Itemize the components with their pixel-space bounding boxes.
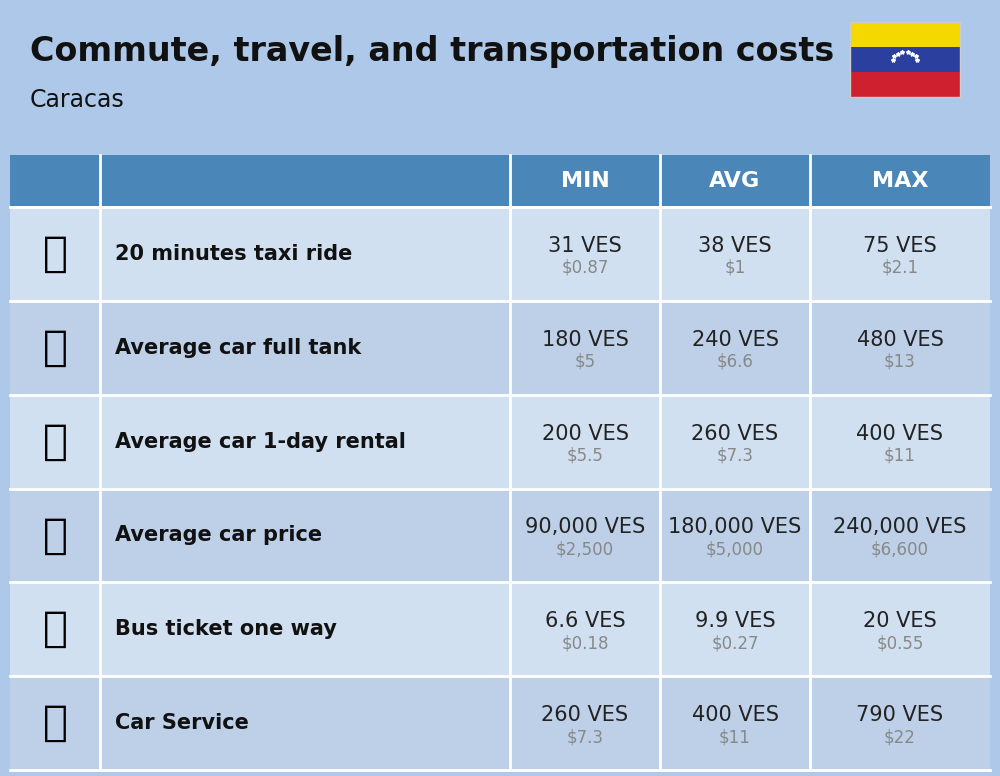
Text: 400 VES: 400 VES [692,705,778,725]
Text: 200 VES: 200 VES [542,424,629,444]
Text: $5: $5 [574,353,596,371]
Text: 31 VES: 31 VES [548,236,622,256]
Bar [850,47,960,72]
Text: $1: $1 [724,259,746,277]
Text: $5.5: $5.5 [567,446,603,465]
Text: 260 VES: 260 VES [691,424,779,444]
Bar [10,207,990,301]
Text: AVG: AVG [709,171,761,191]
Text: 90,000 VES: 90,000 VES [525,518,645,538]
Text: Commute, travel, and transportation costs: Commute, travel, and transportation cost… [30,36,834,68]
Text: 🚙: 🚙 [42,421,68,462]
Text: 400 VES: 400 VES [856,424,944,444]
Text: 180 VES: 180 VES [542,330,628,350]
Text: Average car 1-day rental: Average car 1-day rental [115,431,406,452]
Text: $0.87: $0.87 [561,259,609,277]
Text: 75 VES: 75 VES [863,236,937,256]
Text: 20 VES: 20 VES [863,611,937,631]
Bar [10,676,990,770]
Text: 260 VES: 260 VES [541,705,629,725]
Text: $5,000: $5,000 [706,540,764,559]
Text: 240,000 VES: 240,000 VES [833,518,967,538]
Text: Average car full tank: Average car full tank [115,338,361,358]
Text: 🔧: 🔧 [42,702,68,744]
Bar [10,489,990,582]
Text: $11: $11 [884,446,916,465]
Bar [10,155,990,207]
Text: $0.55: $0.55 [876,634,924,653]
Text: 180,000 VES: 180,000 VES [668,518,802,538]
Text: MAX: MAX [872,171,928,191]
Text: 🚌: 🚌 [42,608,68,650]
Bar [850,22,960,97]
Text: $2.1: $2.1 [881,259,919,277]
Text: $6,600: $6,600 [871,540,929,559]
Text: MIN: MIN [561,171,609,191]
Text: $7.3: $7.3 [566,728,604,746]
Text: 240 VES: 240 VES [692,330,778,350]
Bar [10,582,990,676]
Text: $0.27: $0.27 [711,634,759,653]
Bar [850,22,960,47]
Text: 20 minutes taxi ride: 20 minutes taxi ride [115,244,352,264]
Text: $7.3: $7.3 [716,446,754,465]
Text: Caracas: Caracas [30,88,125,112]
Text: 🚕: 🚕 [42,233,68,275]
Text: Average car price: Average car price [115,525,322,546]
Text: 790 VES: 790 VES [856,705,944,725]
Bar [850,72,960,97]
Text: $22: $22 [884,728,916,746]
Text: 🚗: 🚗 [42,514,68,556]
Text: 480 VES: 480 VES [857,330,943,350]
Text: ⛽: ⛽ [42,327,68,369]
Text: $6.6: $6.6 [717,353,753,371]
Text: $2,500: $2,500 [556,540,614,559]
Text: 6.6 VES: 6.6 VES [545,611,625,631]
Text: $13: $13 [884,353,916,371]
Text: Bus ticket one way: Bus ticket one way [115,619,337,639]
Text: 9.9 VES: 9.9 VES [695,611,775,631]
Text: 38 VES: 38 VES [698,236,772,256]
Text: Car Service: Car Service [115,713,249,733]
Text: $11: $11 [719,728,751,746]
Bar [10,301,990,395]
Text: $0.18: $0.18 [561,634,609,653]
Bar [10,395,990,489]
